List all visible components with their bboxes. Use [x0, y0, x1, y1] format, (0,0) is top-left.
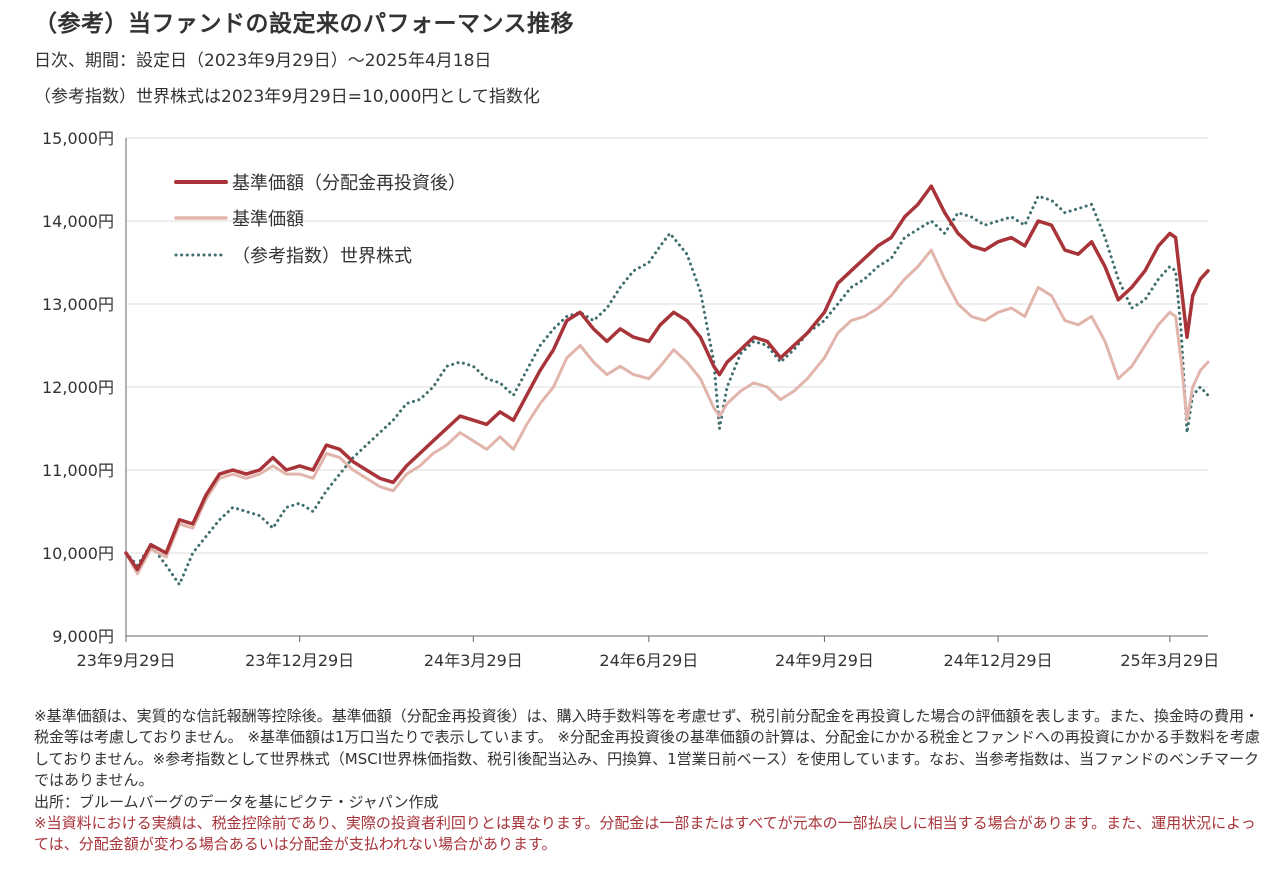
y-axis: 9,000円 10,000円 11,000円 12,000円 13,000円 14,000…	[42, 129, 127, 646]
x-axis: 23年9月29日 23年12月29日 24年3月29日 24年6月29日 24年9月29…	[77, 635, 1219, 670]
series-line-1	[124, 248, 1210, 576]
chart-subtitle-index: （参考指数）世界株式は2023年9月29日=10,000円として指数化	[34, 87, 540, 107]
x-tick-label: 24年3月29日	[424, 651, 523, 670]
y-tick-label: 10,000円	[42, 544, 114, 563]
footnotes: ※基準価額は、実質的な信託報酬等控除後。基準価額（分配金再投資後）は、購入時手数…	[34, 706, 1264, 856]
x-tick-label: 24年6月29日	[599, 651, 698, 670]
footnote-source: 出所：ブルームバーグのデータを基にピクテ・ジャパン作成	[34, 792, 439, 811]
y-tick-label: 14,000円	[42, 212, 114, 231]
y-tick-label: 9,000円	[52, 627, 114, 646]
chart-subtitle-period: 日次、期間：設定日（2023年9月29日）～2025年4月18日	[34, 51, 492, 71]
y-tick-label: 11,000円	[42, 461, 114, 480]
legend-label-1: 基準価額	[232, 209, 304, 230]
legend-label-2: （参考指数）世界株式	[232, 246, 412, 267]
x-tick-label: 24年12月29日	[944, 651, 1053, 670]
performance-line-chart: 9,000円 10,000円 11,000円 12,000円 13,000円 14,000…	[42, 129, 1219, 670]
y-tick-label: 12,000円	[42, 378, 114, 397]
series-line-0	[124, 184, 1210, 572]
x-tick-label: 23年12月29日	[245, 651, 354, 670]
series-lines	[124, 184, 1210, 586]
chart-legend: 基準価額（分配金再投資後） 基準価額 （参考指数）世界株式	[174, 173, 466, 267]
grid-lines	[126, 137, 1208, 554]
series-line-2	[124, 194, 1210, 586]
footnote-warning: ※当資料における実績は、税金控除前であり、実際の投資者利回りとは異なります。分配…	[34, 814, 1256, 854]
chart-title: （参考）当ファンドの設定来のパフォーマンス推移	[34, 11, 575, 37]
y-tick-label: 15,000円	[42, 129, 114, 148]
y-tick-label: 13,000円	[42, 295, 114, 314]
x-tick-label: 25年3月29日	[1120, 651, 1219, 670]
footnote-disclaimer: ※基準価額は、実質的な信託報酬等控除後。基準価額（分配金再投資後）は、購入時手数…	[34, 707, 1260, 790]
x-tick-label: 24年9月29日	[775, 651, 874, 670]
x-tick-label: 23年9月29日	[77, 651, 176, 670]
legend-label-0: 基準価額（分配金再投資後）	[232, 173, 466, 194]
